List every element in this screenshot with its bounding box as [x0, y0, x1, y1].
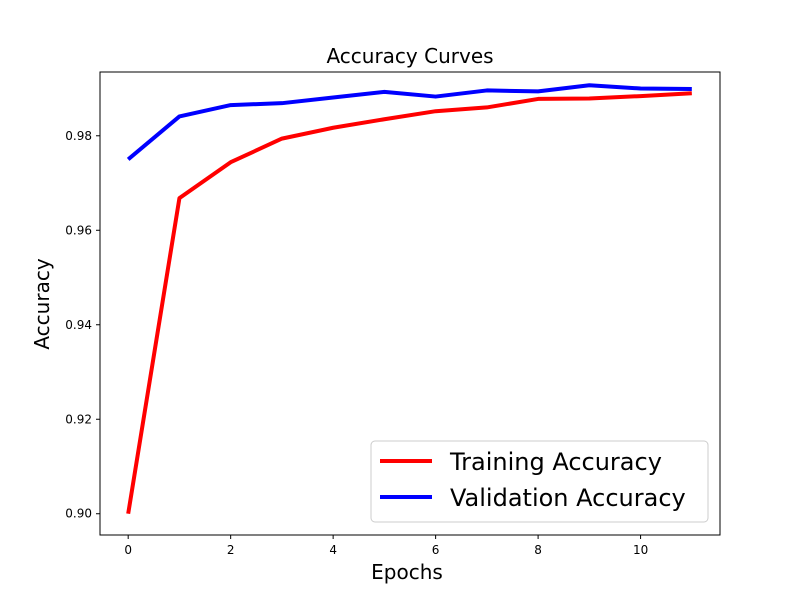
y-tick-label: 0.90: [65, 507, 92, 521]
plot-frame: [99, 71, 721, 536]
x-tick-label: 6: [432, 543, 440, 557]
chart-title: Accuracy Curves: [326, 44, 493, 68]
x-tick-label: 4: [329, 543, 337, 557]
x-axis-label: Epochs: [371, 560, 443, 584]
y-tick-label: 0.96: [65, 223, 92, 237]
x-tick-label: 2: [227, 543, 235, 557]
x-tick-label: 0: [124, 543, 132, 557]
series-line-validation: [126, 83, 692, 161]
plot-lines: [126, 83, 692, 515]
y-tick-label: 0.92: [65, 412, 92, 426]
legend-label-training: Training Accuracy: [449, 448, 662, 476]
x-axis-ticks: 0 2 4 6 8 10: [124, 535, 648, 557]
y-tick-label: 0.94: [65, 318, 92, 332]
series-line-training: [126, 91, 692, 515]
x-tick-label: 10: [633, 543, 648, 557]
legend-label-validation: Validation Accuracy: [450, 484, 686, 512]
legend-box: [370, 440, 709, 523]
legend: Training Accuracy Validation Accuracy: [370, 440, 709, 523]
y-axis-ticks: 0.90 0.92 0.94 0.96 0.98: [65, 129, 100, 521]
x-tick-label: 8: [534, 543, 542, 557]
y-axis-label: Accuracy: [30, 258, 54, 349]
y-tick-label: 0.98: [65, 129, 92, 143]
